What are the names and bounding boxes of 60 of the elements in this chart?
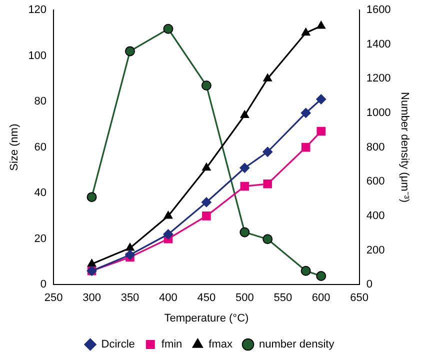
x-tick-label: 400 [159,292,178,304]
point [201,197,212,208]
x-tick-label: 300 [82,292,101,304]
y2-tick-label: 1400 [366,38,391,50]
legend-label: Dcircle [101,338,135,351]
point [263,74,272,82]
y-tick-label: 120 [28,4,47,16]
point [201,80,212,91]
point [301,142,310,152]
point [316,21,326,29]
point [126,242,134,251]
point [163,24,174,34]
x-tick-label: 350 [120,292,140,304]
y2-tick-label: 800 [366,141,385,154]
y-tick-label: 80 [34,96,47,108]
point [124,250,135,260]
y2-tick-label: 600 [366,176,385,188]
y-tick-label: 40 [34,187,47,200]
y-tick-label: 100 [28,50,47,62]
point [202,162,211,171]
point [240,162,250,173]
point [316,126,326,136]
point [263,180,272,188]
x-tick-label: 550 [274,292,292,304]
point [300,108,311,118]
y2-tick-label: 1600 [366,4,391,16]
y2-axis-title: Number density (μm⁻³) [398,92,410,203]
y-axis-title: Size (nm) [8,124,21,171]
x-tick-label: 250 [44,292,63,304]
point [262,146,273,157]
point [86,192,97,202]
point [300,266,311,276]
y2-tick-label: 0 [366,278,372,291]
x-tick-label: 500 [235,292,254,304]
x-axis-title: Temperature (°C) [164,312,249,324]
point [316,94,326,104]
point [301,28,310,36]
y2-tick-label: 200 [366,244,385,256]
point [316,271,326,282]
point [163,229,174,240]
y-tick-label: 20 [34,232,47,245]
point [262,234,273,244]
legend-label: number density [259,338,335,351]
y2-tick-label: 400 [366,210,385,222]
point [124,46,135,56]
x-tick-label: 600 [312,292,330,304]
y2-tick-label: 1000 [366,107,391,120]
y2-tick-label: 1200 [366,72,391,85]
x-tick-label: 450 [197,292,216,304]
point [164,210,173,219]
point [202,212,211,220]
y-tick-label: 0 [40,278,47,291]
legend-label: fmax [208,338,234,351]
point [240,182,250,191]
point [240,227,250,238]
y-tick-label: 60 [34,141,47,154]
legend-label: fmin [161,338,182,351]
x-tick-label: 650 [350,292,369,304]
point [87,259,96,267]
point [240,110,250,118]
